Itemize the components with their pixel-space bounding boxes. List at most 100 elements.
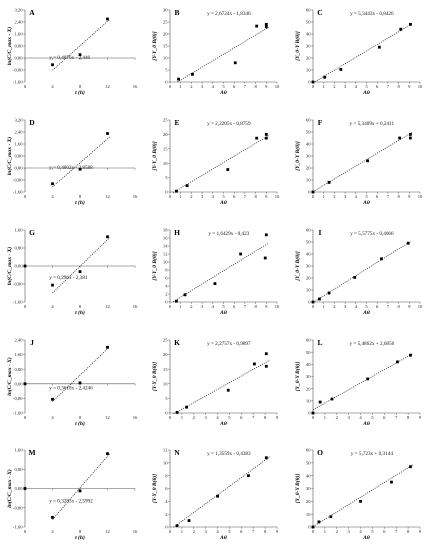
data-point-o: [359, 499, 362, 503]
data-point-d: [106, 132, 109, 135]
x-tick-label-h: 0: [169, 304, 172, 309]
x-tick-label-i: 5: [365, 304, 368, 309]
y-tick-label-h: 10: [163, 260, 168, 265]
y-tick-label-i: 30: [306, 264, 311, 269]
y-tick-label-o: 60: [306, 448, 311, 453]
data-point-l: [366, 377, 370, 381]
x-tick-label-e: 8: [254, 194, 257, 199]
x-tick-label-a: 8: [79, 84, 82, 89]
x-tick-label-o: 1: [324, 529, 327, 534]
data-point-b: [255, 24, 259, 28]
x-tick-label-h: 5: [222, 304, 225, 309]
x-tick-label-b: 9: [265, 84, 268, 89]
data-point-g: [106, 235, 109, 239]
x-tick-label-l: 4: [359, 415, 362, 420]
data-point-g: [23, 264, 27, 268]
y-tick-label-f: 50: [306, 130, 311, 135]
data-point-e: [255, 136, 259, 140]
x-tick-label-a: 16: [133, 84, 138, 89]
x-tick-label-m: 4: [51, 529, 54, 534]
x-tick-label-d: 8: [79, 194, 82, 199]
x-tick-label-l: 2: [336, 415, 339, 420]
equation-n: y = 1,3559x - 0,4383: [207, 451, 251, 457]
y-tick-label-h: 2: [165, 292, 168, 297]
y-tick-label-h: 6: [165, 276, 168, 281]
data-point-e: [175, 189, 178, 193]
data-point-k: [253, 362, 256, 366]
x-tick-label-c: 8: [397, 84, 400, 89]
y-tick-label-c: 0: [308, 80, 311, 85]
data-point-f: [408, 136, 412, 140]
equation-g: y = 0,296x - 2,381: [49, 275, 88, 281]
y-tick-label-f: 30: [306, 154, 311, 159]
x-axis-label-g: t (h): [75, 309, 85, 316]
y-axis-label-g: ln(C/C_max - X): [6, 247, 13, 286]
x-tick-label-e: 3: [201, 194, 204, 199]
data-point-n: [216, 494, 219, 498]
data-point-h: [264, 233, 268, 237]
data-point-h: [263, 256, 267, 260]
y-tick-label-f: 0: [308, 190, 311, 195]
data-point-o: [409, 465, 412, 469]
y-tick-label-e: 15: [163, 146, 168, 151]
y-tick-label-f: 10: [306, 178, 311, 183]
x-tick-label-f: 9: [408, 194, 411, 199]
y-tick-label-n: 6: [165, 486, 168, 491]
y-tick-label-e: 0: [165, 190, 168, 195]
x-tick-label-c: 6: [376, 84, 379, 89]
x-tick-label-i: 10: [418, 304, 423, 309]
data-point-l: [330, 397, 334, 401]
x-tick-label-f: 5: [365, 194, 368, 199]
y-tick-label-i: 40: [306, 252, 311, 257]
x-tick-label-k: 5: [228, 415, 231, 420]
x-tick-label-i: 9: [408, 304, 411, 309]
x-tick-label-l: 8: [407, 415, 410, 420]
x-tick-label-m: 16: [133, 529, 138, 534]
x-tick-label-i: 2: [333, 304, 336, 309]
y-tick-label-l: 20: [306, 386, 311, 391]
equation-a: y = 0,4076x - 2,446: [49, 55, 90, 61]
data-point-e: [264, 133, 268, 136]
x-tick-label-n: 4: [216, 529, 219, 534]
x-tick-label-o: 3: [348, 529, 351, 534]
x-tick-label-h: 7: [244, 304, 247, 309]
x-tick-label-l: 7: [395, 415, 398, 420]
y-axis-label-c: [Y_0-Y B(θ)]: [294, 31, 301, 61]
data-point-d: [78, 167, 82, 171]
y-tick-label-g: -1,60: [13, 300, 23, 306]
x-tick-label-f: 7: [387, 194, 390, 199]
x-tick-label-d: 4: [51, 194, 54, 199]
x-tick-label-l: 6: [383, 415, 386, 420]
data-point-b: [233, 61, 237, 65]
x-tick-label-o: 7: [395, 529, 398, 534]
trendline-c: [312, 23, 413, 84]
data-point-i: [380, 257, 383, 261]
data-point-k: [264, 364, 268, 368]
y-tick-label-b: 15: [163, 44, 168, 49]
data-point-k: [185, 405, 189, 409]
y-tick-label-d: -1,60: [13, 190, 23, 196]
data-point-m: [78, 489, 82, 493]
x-tick-label-b: 0: [169, 84, 172, 89]
y-tick-label-o: 20: [306, 499, 311, 504]
x-tick-label-b: 7: [244, 84, 247, 89]
y-tick-label-n: 4: [165, 499, 168, 504]
panel-label-n: N: [174, 448, 180, 457]
panel-label-o: O: [317, 448, 323, 457]
data-point-i: [327, 291, 331, 295]
y-tick-label-b: 5: [165, 68, 168, 73]
x-tick-label-c: 10: [418, 84, 423, 89]
panel-label-b: B: [174, 8, 179, 17]
x-tick-label-n: 5: [228, 529, 231, 534]
y-tick-label-k: 25: [163, 338, 168, 343]
x-tick-label-i: 7: [387, 304, 390, 309]
y-tick-label-k: 0: [165, 411, 168, 416]
data-point-k: [175, 411, 179, 414]
y-tick-label-a: 0,80: [14, 44, 23, 50]
data-point-j: [78, 381, 82, 385]
data-point-a: [78, 53, 82, 57]
data-point-b: [177, 77, 180, 81]
x-tick-label-d: 0: [24, 194, 27, 199]
panel-label-j: J: [30, 338, 34, 347]
data-point-e: [264, 136, 268, 140]
